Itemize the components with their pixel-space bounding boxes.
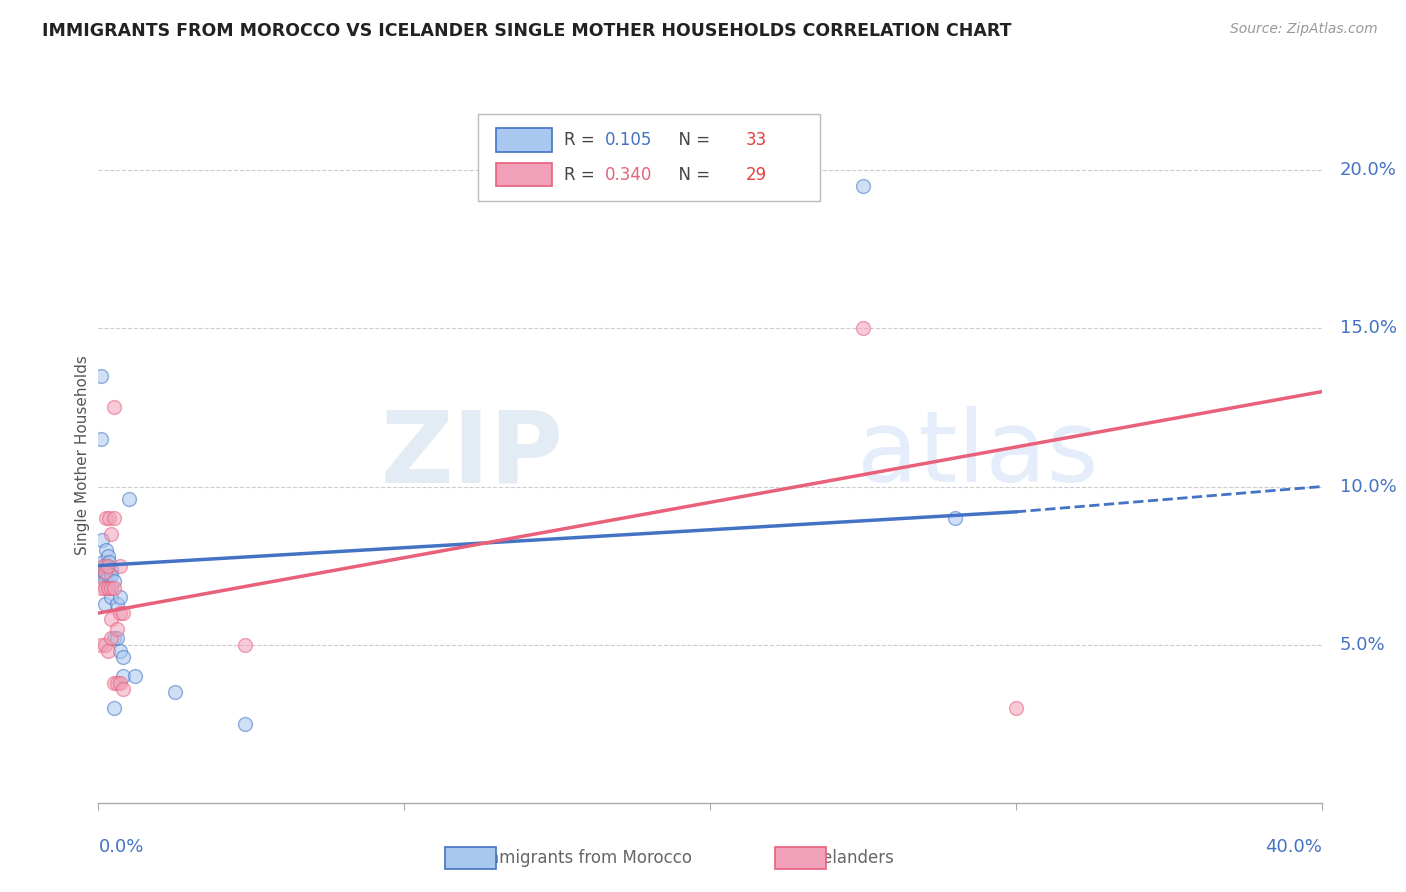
FancyBboxPatch shape: [775, 847, 827, 869]
Point: [93, 597, 115, 611]
Point: [91, 533, 114, 548]
Point: [233, 716, 256, 731]
Point: [90, 638, 112, 652]
Point: [100, 591, 122, 605]
Point: [97, 568, 120, 582]
Point: [93, 574, 115, 589]
Point: [111, 669, 134, 683]
Point: [111, 650, 134, 665]
Text: atlas: atlas: [856, 407, 1098, 503]
Point: [103, 581, 125, 595]
Point: [97, 644, 120, 658]
Text: 29: 29: [745, 166, 766, 184]
Point: [91, 556, 114, 570]
Point: [93, 568, 115, 582]
Point: [105, 622, 128, 636]
Point: [163, 685, 186, 699]
Text: R =: R =: [564, 166, 600, 184]
Point: [100, 632, 122, 646]
Point: [108, 644, 131, 658]
Point: [93, 581, 115, 595]
Text: 10.0%: 10.0%: [1340, 477, 1396, 496]
Point: [90, 368, 112, 383]
Point: [111, 681, 134, 696]
Point: [233, 638, 256, 652]
Point: [98, 511, 121, 525]
Point: [90, 432, 112, 446]
Point: [97, 581, 120, 595]
Text: Source: ZipAtlas.com: Source: ZipAtlas.com: [1230, 22, 1378, 37]
Y-axis label: Single Mother Households: Single Mother Households: [75, 355, 90, 555]
Text: 20.0%: 20.0%: [1340, 161, 1398, 179]
Point: [852, 321, 875, 335]
FancyBboxPatch shape: [478, 114, 820, 201]
Point: [943, 511, 966, 525]
Text: 33: 33: [745, 131, 766, 149]
Point: [852, 179, 875, 194]
Point: [94, 511, 117, 525]
Point: [103, 632, 125, 646]
Point: [103, 511, 125, 525]
Point: [97, 581, 120, 595]
Text: N =: N =: [668, 166, 716, 184]
Point: [100, 612, 122, 626]
Text: 40.0%: 40.0%: [1265, 838, 1322, 855]
Text: 0.105: 0.105: [605, 131, 652, 149]
Point: [111, 606, 134, 620]
Point: [93, 565, 115, 579]
Point: [97, 558, 120, 573]
Text: Icelanders: Icelanders: [808, 849, 894, 867]
Text: R =: R =: [564, 131, 600, 149]
Point: [108, 591, 131, 605]
Point: [1004, 701, 1026, 715]
Point: [98, 556, 121, 570]
Text: 15.0%: 15.0%: [1340, 319, 1398, 337]
FancyBboxPatch shape: [496, 128, 553, 152]
Point: [90, 581, 112, 595]
Point: [97, 558, 120, 573]
Point: [100, 527, 122, 541]
Point: [94, 542, 117, 557]
Point: [103, 401, 125, 415]
FancyBboxPatch shape: [496, 162, 553, 186]
Text: 5.0%: 5.0%: [1340, 636, 1386, 654]
Point: [103, 574, 125, 589]
Text: 0.340: 0.340: [605, 166, 652, 184]
Point: [91, 558, 114, 573]
Text: N =: N =: [668, 131, 716, 149]
Point: [105, 597, 128, 611]
Point: [105, 632, 128, 646]
Point: [97, 549, 120, 563]
Point: [103, 675, 125, 690]
FancyBboxPatch shape: [444, 847, 496, 869]
Point: [100, 568, 122, 582]
Text: 0.0%: 0.0%: [98, 838, 143, 855]
Point: [105, 675, 128, 690]
Point: [108, 606, 131, 620]
Point: [108, 675, 131, 690]
Point: [108, 558, 131, 573]
Point: [93, 558, 115, 573]
Point: [93, 638, 115, 652]
Point: [118, 492, 141, 507]
Point: [100, 581, 122, 595]
Point: [93, 565, 115, 579]
Text: IMMIGRANTS FROM MOROCCO VS ICELANDER SINGLE MOTHER HOUSEHOLDS CORRELATION CHART: IMMIGRANTS FROM MOROCCO VS ICELANDER SIN…: [42, 22, 1012, 40]
Point: [100, 562, 122, 576]
Point: [103, 701, 125, 715]
Text: Immigrants from Morocco: Immigrants from Morocco: [478, 849, 692, 867]
Point: [124, 669, 146, 683]
Text: ZIP: ZIP: [381, 407, 564, 503]
